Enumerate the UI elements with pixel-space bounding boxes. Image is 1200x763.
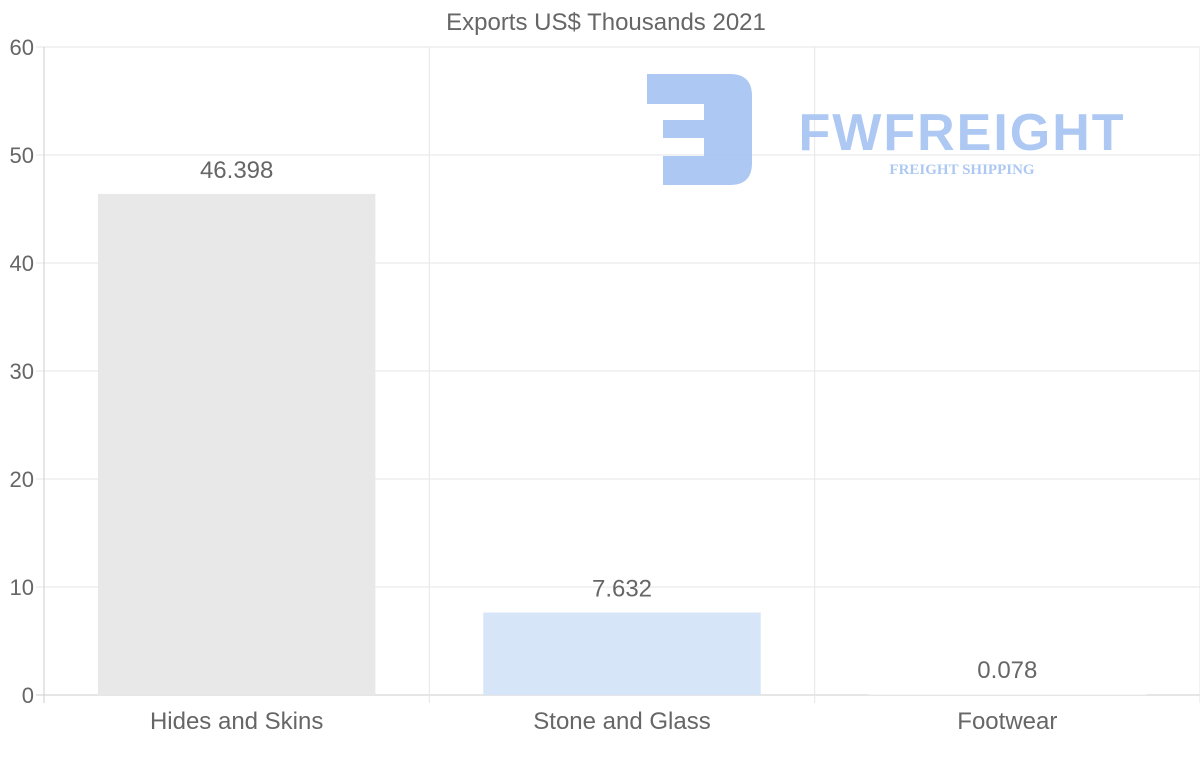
data-label: 7.632 (592, 576, 652, 603)
logo-mark-icon (647, 74, 752, 185)
data-label: 0.078 (977, 657, 1037, 684)
data-label: 46.398 (200, 157, 273, 184)
y-tick-label: 30 (10, 359, 34, 384)
y-tick-label: 50 (10, 143, 34, 168)
bar (868, 694, 1147, 695)
chart-title: Exports US$ Thousands 2021 (446, 9, 766, 36)
x-tick-label: Stone and Glass (533, 708, 710, 735)
y-tick-label: 60 (10, 35, 34, 60)
y-tick-label: 40 (10, 251, 34, 276)
watermark-tagline: FREIGHT SHIPPING (889, 162, 1034, 178)
bar (97, 193, 376, 695)
x-tick-label: Hides and Skins (150, 708, 323, 735)
y-tick-label: 0 (22, 683, 34, 708)
bar (483, 612, 761, 695)
watermark-brand: FWFREIGHT (798, 104, 1125, 162)
y-tick-label: 20 (10, 467, 34, 492)
y-tick-label: 10 (10, 575, 34, 600)
x-tick-label: Footwear (957, 708, 1057, 735)
axes: 0 10 20 30 40 50 60 Hides and Skins Stone and Gl… (10, 35, 1058, 735)
bars: 46.398 7.632 0.078 (97, 157, 1147, 695)
fwfreight-watermark-logo: FWFREIGHT FREIGHT SHIPPING (647, 74, 1125, 185)
